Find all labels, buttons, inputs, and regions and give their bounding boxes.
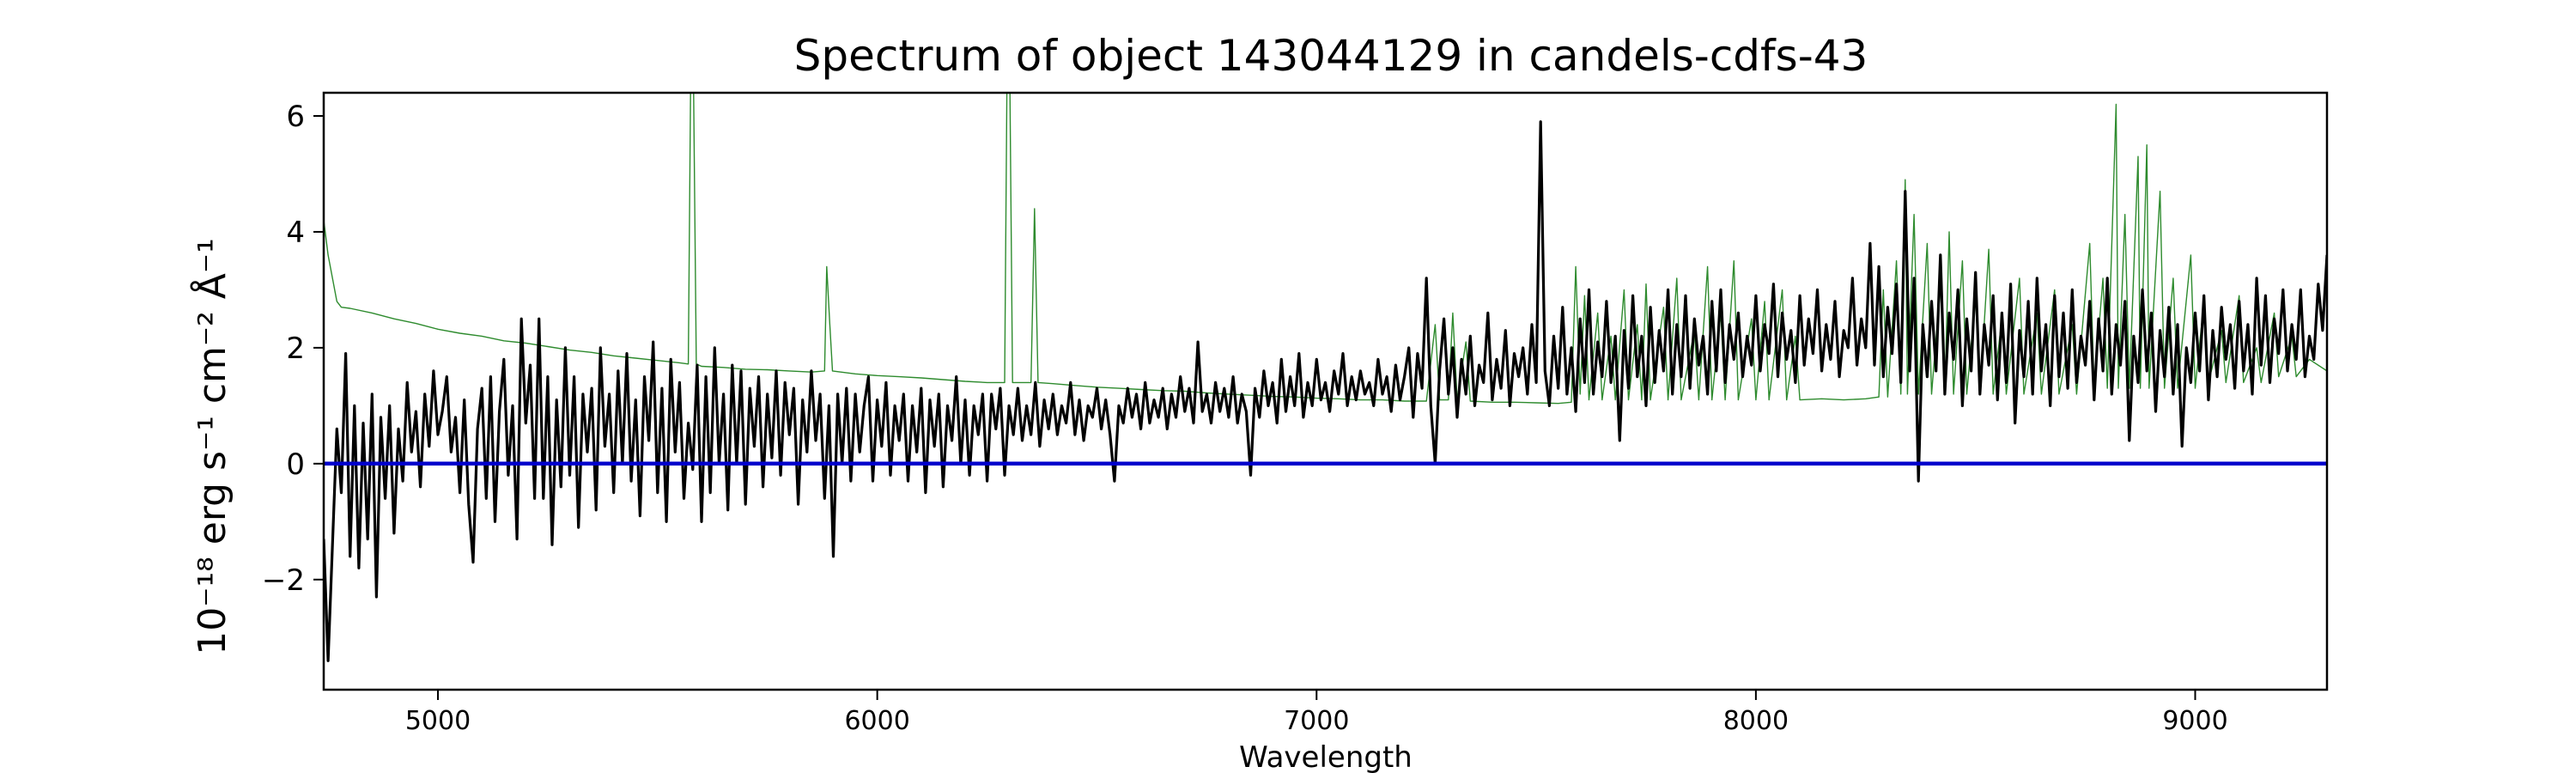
y-tick-label-1: 0 [286,447,305,482]
plot-frame [322,91,2329,691]
chart-title: Spectrum of object 143044129 in candels-… [794,31,1868,81]
x-tick-label-3: 8000 [1723,706,1789,736]
series-lines [324,93,2327,662]
series-line-0 [324,120,2327,662]
y-axis-label: 10⁻¹⁸ erg s⁻¹ cm⁻² Å⁻¹ [189,238,234,654]
y-tick-label-3: 4 [286,216,305,250]
y-axis: −2 0 2 4 6 [262,100,324,598]
x-axis-label: Wavelength [1239,740,1413,773]
x-tick-label-1: 6000 [844,706,909,736]
series-line-1 [324,93,2327,405]
x-tick-label-0: 5000 [405,706,471,736]
x-tick-label-2: 7000 [1284,706,1349,736]
x-axis: 5000 6000 7000 8000 9000 [405,690,2228,736]
y-tick-label-2: 2 [286,332,305,366]
x-tick-label-4: 9000 [2162,706,2227,736]
y-tick-label-4: 6 [286,100,305,134]
y-tick-label-0: −2 [262,563,305,598]
